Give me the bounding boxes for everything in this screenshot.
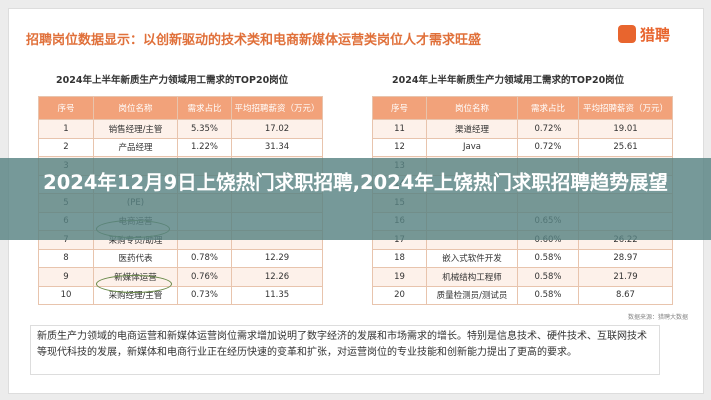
header-row: 序号 岗位名称 需求占比 平均招聘薪资（万元） <box>38 96 323 120</box>
cell: 产品经理 <box>93 137 178 157</box>
cell: 31.34 <box>231 137 323 157</box>
table-row: 10 采购经理/主管 0.73% 11.35 <box>38 285 323 305</box>
source: 数据来源：猎聘大数据 <box>628 314 689 321</box>
cell: 机械结构工程师 <box>426 267 518 287</box>
cell: Java <box>426 137 518 157</box>
table-title: 2024年上半年新质生产力领域用工需求的TOP20岗位 <box>56 75 289 86</box>
column-header: 需求占比 <box>517 96 579 120</box>
cell: 12.26 <box>231 267 323 287</box>
cell: 医药代表 <box>93 248 178 268</box>
column-header: 岗位名称 <box>426 96 518 120</box>
cell: 0.58% <box>517 267 579 287</box>
cell: 2 <box>38 137 94 157</box>
table-row: 20 质量检测员/测试员 0.58% 8.67 <box>372 285 673 305</box>
cell: 25.61 <box>578 137 673 157</box>
cell: 18 <box>372 248 427 268</box>
highlight <box>96 275 172 293</box>
cell: 0.76% <box>177 267 232 287</box>
table-row: 8 医药代表 0.78% 12.29 <box>38 248 323 268</box>
cell: 0.58% <box>517 285 579 305</box>
cell: 0.73% <box>177 285 232 305</box>
cell: 8 <box>38 248 94 268</box>
cell: 渠道经理 <box>426 119 518 139</box>
cell: 10 <box>38 285 94 305</box>
cell: 17.02 <box>231 119 323 139</box>
cell: 0.72% <box>517 137 579 157</box>
note: 新质生产力领域的电商运营和新媒体运营岗位需求增加说明了数字经济的发展和市场需求的… <box>30 325 660 375</box>
cell: 质量检测员/测试员 <box>426 285 518 305</box>
table-row: 12 Java 0.72% 25.61 <box>372 137 673 157</box>
cell: 12.29 <box>231 248 323 268</box>
cell: 19 <box>372 267 427 287</box>
cell: 嵌入式软件开发 <box>426 248 518 268</box>
logo: 猎聘 <box>618 24 670 45</box>
cell: 1 <box>38 119 94 139</box>
cell: 1.22% <box>177 137 232 157</box>
cell: 11 <box>372 119 427 139</box>
cell: 0.58% <box>517 248 579 268</box>
column-header: 序号 <box>372 96 427 120</box>
column-header: 平均招聘薪资（万元） <box>578 96 673 120</box>
column-header: 平均招聘薪资（万元） <box>231 96 323 120</box>
column-header: 岗位名称 <box>93 96 178 120</box>
table-row: 11 渠道经理 0.72% 19.01 <box>372 119 673 139</box>
overlay-title: 2024年12月9日上饶热门求职招聘,2024年上饶热门求职招聘趋势展望 <box>43 171 668 194</box>
cell: 0.72% <box>517 119 579 139</box>
cell: 11.35 <box>231 285 323 305</box>
cell: 28.97 <box>578 248 673 268</box>
cell: 20 <box>372 285 427 305</box>
table-title: 2024年上半年新质生产力领域用工需求的TOP20岗位 <box>392 75 625 86</box>
cell: 19.01 <box>578 119 673 139</box>
cell: 8.67 <box>578 285 673 305</box>
cell: 0.78% <box>177 248 232 268</box>
column-header: 需求占比 <box>177 96 232 120</box>
table-row: 18 嵌入式软件开发 0.58% 28.97 <box>372 248 673 268</box>
table-row: 9 新媒体运营 0.76% 12.26 <box>38 267 323 287</box>
logo-text: 猎聘 <box>640 26 671 44</box>
slide-title: 招聘岗位数据显示：以创新驱动的技术类和电商新媒体运营类岗位人才需求旺盛 <box>26 33 482 48</box>
cell: 21.79 <box>578 267 673 287</box>
cell: 5.35% <box>177 119 232 139</box>
cell: 12 <box>372 137 427 157</box>
table-row: 1 销售经理/主管 5.35% 17.02 <box>38 119 323 139</box>
table-row: 2 产品经理 1.22% 31.34 <box>38 137 323 157</box>
overlay-banner <box>0 158 711 240</box>
table-row: 19 机械结构工程师 0.58% 21.79 <box>372 267 673 287</box>
header-row: 序号 岗位名称 需求占比 平均招聘薪资（万元） <box>372 96 673 120</box>
cell: 9 <box>38 267 94 287</box>
cell: 销售经理/主管 <box>93 119 178 139</box>
column-header: 序号 <box>38 96 94 120</box>
